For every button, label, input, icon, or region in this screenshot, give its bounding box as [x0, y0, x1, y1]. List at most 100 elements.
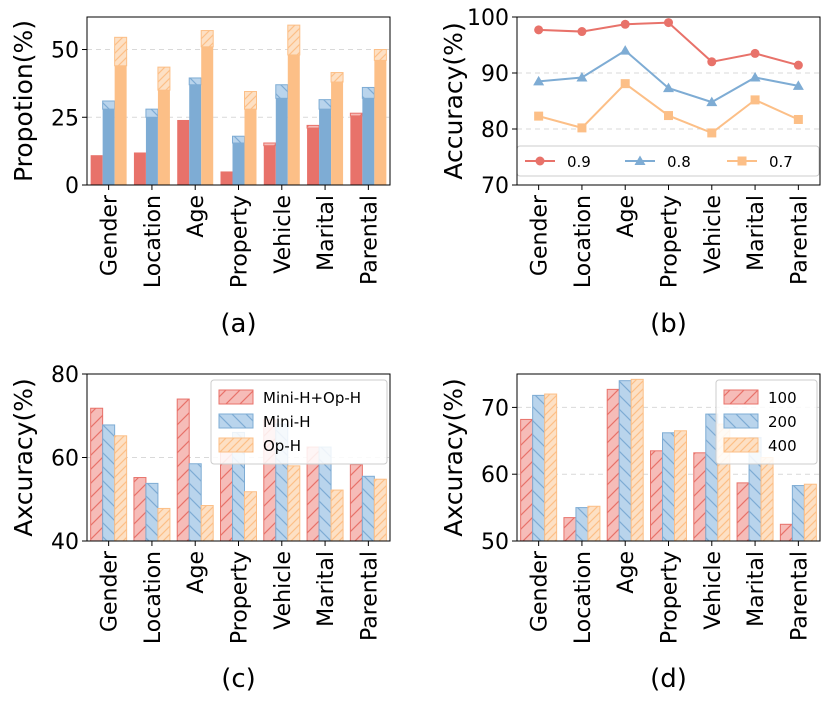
bar-blue: [319, 109, 332, 185]
legend-label-Mini-H+Op-H: Mini-H+Op-H: [263, 389, 361, 407]
bar-extra-hatch-blue: [275, 84, 289, 99]
bar-hatch-Mini-H+Op-H: [349, 464, 363, 542]
bar-extra-hatch-orange: [287, 24, 301, 56]
legend-swatch-hatch-Mini-H+Op-H: [218, 389, 254, 405]
x-tick-label: Location: [571, 551, 596, 644]
x-tick-label: Property: [658, 551, 683, 644]
point-0.9: [577, 27, 587, 37]
series-line-0.9: [538, 21, 799, 67]
bar-blue: [189, 84, 202, 185]
point-0.8: [533, 75, 545, 86]
legend-label-Op-H: Op-H: [263, 437, 301, 455]
bar-extra-hatch-red: [263, 142, 277, 147]
bar-extra-hatch-red: [349, 112, 363, 117]
x-tick-label: Property: [228, 195, 253, 288]
bar-hatch-Mini-H: [145, 482, 159, 542]
bar-hatch-Op-H: [330, 489, 344, 542]
bar-blue: [362, 98, 375, 185]
bar-extra-hatch-blue: [188, 77, 202, 86]
point-0.9: [620, 19, 630, 29]
x-tick-label: Property: [228, 551, 253, 644]
bar-extra-hatch-blue: [102, 100, 116, 110]
x-tick-label: Parental: [787, 551, 812, 641]
point-0.7: [793, 114, 803, 124]
x-tick-label: Age: [614, 551, 639, 594]
legend-label-0.9: 0.9: [567, 153, 591, 171]
bar-orange: [331, 82, 344, 185]
bar-hatch-400: [544, 393, 558, 542]
legend-marker-0.9: [535, 156, 545, 166]
legend-marker-0.8: [634, 155, 646, 165]
bar-hatch-Op-H: [244, 491, 257, 542]
bar-hatch-100: [606, 388, 620, 542]
legend-label-Mini-H: Mini-H: [263, 413, 310, 431]
panel-d-chart: 50 60 70 Gender Location Age Property Vehicle Ma…: [439, 373, 821, 694]
bar-hatch-400: [630, 378, 644, 542]
point-0.7: [534, 111, 544, 121]
y-tick-label: 70: [481, 174, 509, 199]
bar-red: [307, 128, 320, 185]
bar-blue: [232, 143, 245, 185]
bar-hatch-400: [587, 505, 601, 542]
bar-hatch-200: [532, 394, 546, 542]
y-axis-label: Axcuracy(%): [439, 378, 468, 536]
x-tick-label: Vehicle: [701, 195, 726, 274]
legend-swatch-hatch-400: [723, 437, 759, 453]
point-0.8: [619, 45, 631, 55]
y-tick-label: 60: [481, 463, 509, 488]
x-tick-label: Location: [141, 551, 166, 644]
x-tick-label: Vehicle: [701, 551, 726, 630]
panel-caption: (c): [221, 664, 256, 694]
x-tick-label: Parental: [787, 195, 812, 285]
bar-extra-hatch-orange: [157, 66, 171, 91]
bar-orange: [244, 109, 257, 185]
bar-extra-hatch-orange: [200, 30, 214, 48]
point-0.7: [577, 123, 587, 133]
panel-b-chart: 70 80 90 100 Gender Location Age Property Vehicl…: [439, 6, 821, 339]
point-0.9: [750, 48, 760, 58]
y-axis-label: Accuracy(%): [439, 22, 468, 179]
y-tick-label: 80: [481, 118, 509, 143]
bar-red: [90, 155, 103, 185]
y-tick-label: 0: [65, 174, 79, 199]
point-0.9: [707, 57, 717, 67]
plot-frame: [86, 373, 391, 542]
x-tick-label: Location: [141, 195, 166, 288]
y-tick-label: 70: [481, 396, 509, 421]
x-tick-label: Gender: [98, 550, 123, 632]
x-tick-label: Vehicle: [271, 195, 296, 274]
bar-red: [177, 119, 190, 185]
point-0.8: [792, 80, 804, 90]
point-0.8: [749, 71, 761, 82]
legend-marker-0.7: [737, 156, 747, 166]
y-axis-label: Axcuracy(%): [9, 378, 38, 536]
panel-a-chart: 0 25 50 Gender Location Age Property Vehicle Mar…: [9, 16, 391, 339]
bar-hatch-Mini-H: [102, 424, 116, 542]
bar-orange: [374, 60, 387, 185]
bar-hatch-Op-H: [157, 507, 171, 542]
bar-blue: [275, 98, 288, 185]
x-tick-label: Vehicle: [271, 551, 296, 630]
bar-hatch-Op-H: [287, 465, 301, 542]
panel-c-chart: 40 60 80 Gender Location Age Property Vehicle Ma…: [9, 363, 391, 694]
bar-hatch-Mini-H+Op-H: [176, 398, 190, 542]
bar-hatch-200: [575, 507, 589, 542]
legend-label-0.7: 0.7: [769, 153, 793, 171]
legend-swatch-hatch-Mini-H: [218, 413, 254, 429]
bar-hatch-400: [803, 483, 817, 542]
bar-hatch-Mini-H: [188, 463, 202, 542]
panel-caption: (d): [650, 664, 687, 694]
legend-swatch-hatch-100: [723, 389, 759, 405]
y-tick-label: 25: [51, 106, 79, 131]
legend-swatch-hatch-200: [723, 413, 759, 429]
y-tick-label: 60: [51, 447, 79, 472]
bar-hatch-Mini-H+Op-H: [90, 407, 104, 542]
y-tick-label: 100: [467, 6, 509, 31]
bar-extra-hatch-orange: [373, 49, 387, 61]
point-0.7: [707, 128, 717, 138]
x-tick-label: Age: [614, 195, 639, 238]
bar-extra-hatch-blue: [318, 99, 332, 110]
bar-hatch-100: [520, 418, 534, 542]
bar-hatch-Op-H: [114, 435, 128, 542]
